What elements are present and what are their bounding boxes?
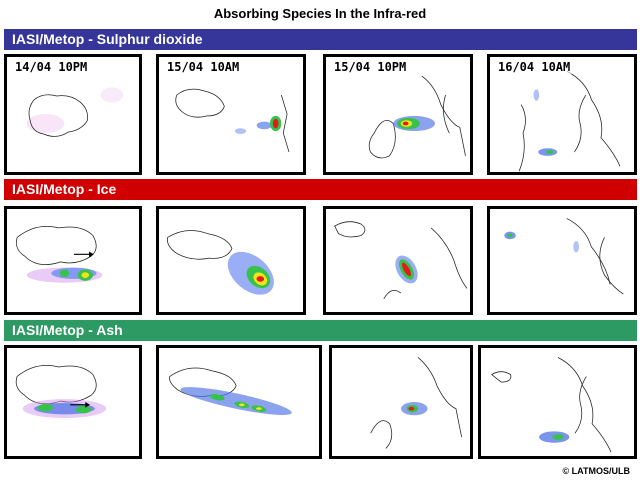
ash-map-3 — [370, 357, 463, 449]
date-label: 16/04 10AM — [496, 60, 573, 74]
so2-map-panel-1: 14/04 10PM — [4, 54, 142, 175]
ash-map-panel-3 — [329, 345, 473, 459]
band-label: IASI/Metop - Sulphur dioxide — [12, 31, 203, 47]
ice-map-panel-3 — [323, 206, 473, 315]
ash-map-panel-1 — [4, 345, 142, 459]
so2-map-panel-2: 15/04 10AM — [156, 54, 306, 175]
ice-map-panel-1 — [4, 206, 142, 315]
so2-map-4 — [518, 70, 621, 172]
sulphur-dioxide-band: IASI/Metop - Sulphur dioxide — [4, 29, 637, 50]
copyright-credit: © LATMOS/ULB — [562, 466, 630, 476]
ice-band: IASI/Metop - Ice — [4, 179, 637, 200]
ice-map-panel-2 — [156, 206, 306, 315]
date-label: 15/04 10AM — [165, 60, 242, 74]
ash-map-panel-2 — [156, 345, 322, 459]
so2-map-panel-3: 15/04 10PM — [323, 54, 473, 175]
ice-map-4 — [504, 218, 624, 295]
band-label: IASI/Metop - Ash — [12, 322, 123, 338]
ice-map-2 — [167, 230, 274, 295]
so2-map-2 — [175, 88, 290, 153]
ash-map-1 — [15, 365, 107, 419]
figure-title: Absorbing Species In the Infra-red — [213, 6, 427, 21]
band-label: IASI/Metop - Ice — [12, 181, 117, 197]
ash-map-4 — [490, 357, 612, 453]
so2-map-panel-4: 16/04 10AM — [487, 54, 637, 175]
date-label: 14/04 10PM — [13, 60, 90, 74]
ice-map-1 — [15, 225, 103, 283]
ash-band: IASI/Metop - Ash — [4, 320, 637, 341]
so2-map-3 — [368, 75, 466, 159]
ice-map-panel-4 — [487, 206, 637, 315]
date-label: 15/04 10PM — [332, 60, 409, 74]
ice-map-3 — [334, 221, 468, 299]
ash-map-panel-4 — [478, 345, 637, 459]
so2-map-1 — [26, 87, 124, 137]
ash-map-2 — [169, 367, 292, 416]
